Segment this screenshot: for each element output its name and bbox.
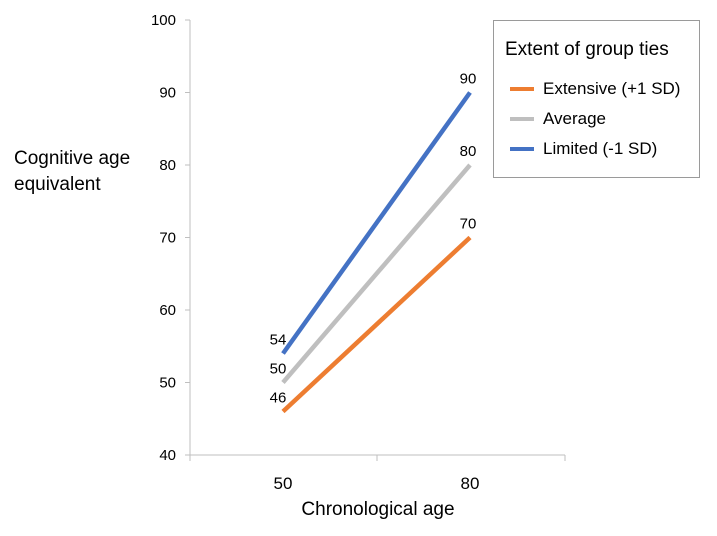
data-label: 46 xyxy=(270,390,287,407)
y-tick-label: 100 xyxy=(151,12,176,29)
legend-label-extensive: Extensive (+1 SD) xyxy=(543,79,681,98)
legend-item-extensive: Extensive (+1 SD) xyxy=(510,79,680,99)
y-axis-label: Cognitive age equivalent xyxy=(14,148,131,195)
y-tick-label: 70 xyxy=(159,230,176,247)
legend-swatch-extensive xyxy=(510,87,534,91)
data-label: 70 xyxy=(460,216,477,233)
data-label: 50 xyxy=(270,361,287,378)
legend-item-average: Average xyxy=(510,109,606,129)
legend: Extent of group ties Extensive (+1 SD) A… xyxy=(493,20,700,178)
legend-swatch-limited xyxy=(510,147,534,151)
x-tick-label: 50 xyxy=(274,474,293,493)
y-tick-label: 80 xyxy=(159,157,176,174)
legend-title: Extent of group ties xyxy=(505,39,669,60)
y-tick-label: 90 xyxy=(159,85,176,102)
y-tick-label: 50 xyxy=(159,375,176,392)
data-label: 80 xyxy=(460,143,477,160)
legend-item-limited: Limited (-1 SD) xyxy=(510,139,657,159)
x-axis-label: Chronological age xyxy=(301,499,454,520)
series-line-0 xyxy=(281,235,472,414)
legend-swatch-average xyxy=(510,117,534,121)
legend-label-average: Average xyxy=(543,109,607,128)
data-label: 90 xyxy=(460,71,477,88)
y-tick-label: 60 xyxy=(159,302,176,319)
y-tick-label: 40 xyxy=(159,447,176,464)
series-line-1 xyxy=(281,163,472,384)
data-label: 54 xyxy=(270,332,287,349)
legend-label-limited: Limited (-1 SD) xyxy=(543,139,658,158)
x-tick-label: 80 xyxy=(461,474,480,493)
series-line-2 xyxy=(281,91,472,355)
